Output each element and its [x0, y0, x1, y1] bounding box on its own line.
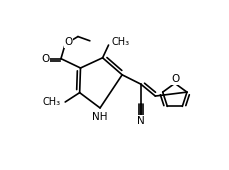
Text: O: O — [64, 37, 72, 47]
Text: NH: NH — [92, 112, 108, 122]
Text: N: N — [137, 116, 145, 126]
Text: O: O — [41, 54, 49, 64]
Text: CH₃: CH₃ — [43, 97, 61, 107]
Text: O: O — [172, 74, 180, 84]
Text: CH₃: CH₃ — [111, 37, 129, 47]
